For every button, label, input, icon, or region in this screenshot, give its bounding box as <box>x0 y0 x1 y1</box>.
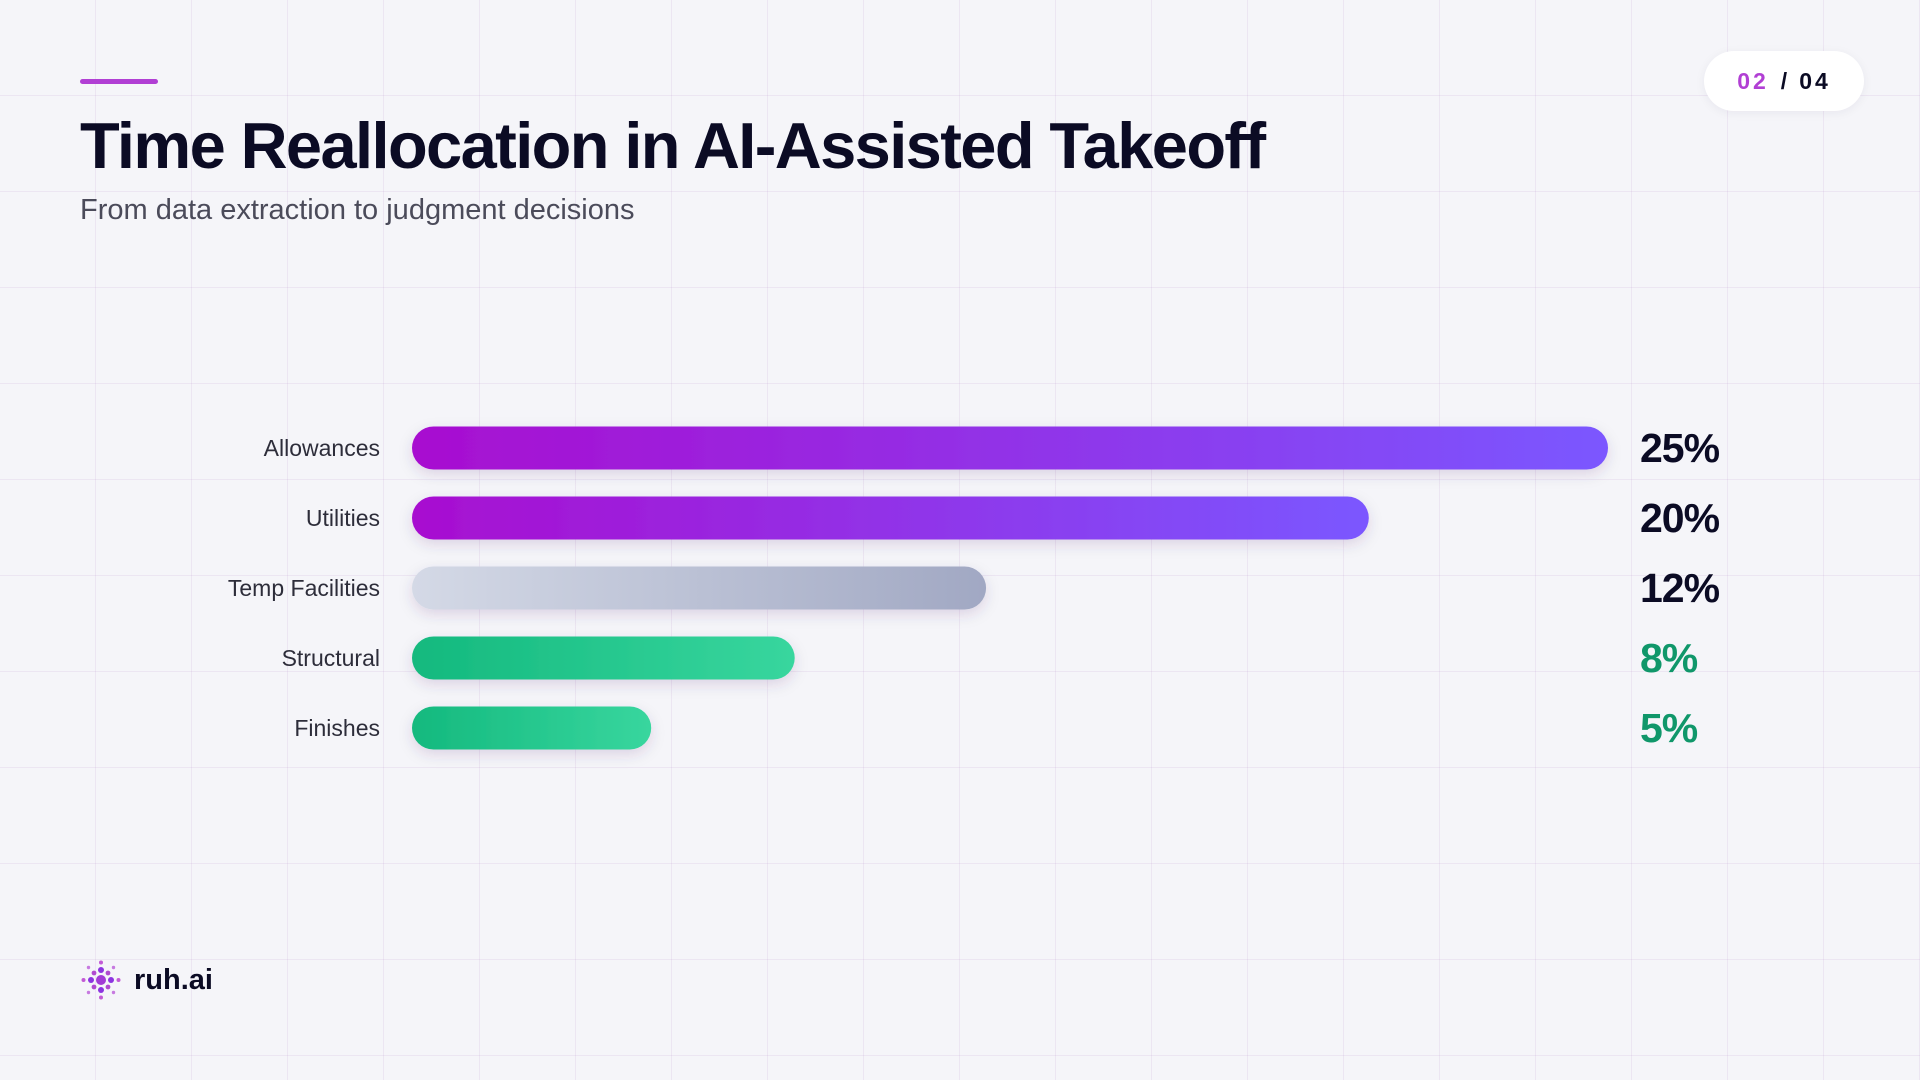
category-label: Structural <box>282 645 380 671</box>
category-label: Temp Facilities <box>228 575 380 601</box>
total-pages-number: 04 <box>1799 67 1831 94</box>
page-title: Time Reallocation in AI-Assisted Takeoff <box>80 109 1266 182</box>
bar <box>412 566 987 610</box>
bar <box>412 426 1608 470</box>
value-label: 25% <box>1640 425 1720 471</box>
value-label: 20% <box>1640 495 1720 541</box>
category-label: Finishes <box>294 715 380 741</box>
value-label: 12% <box>1640 565 1720 611</box>
page-counter: 02 / 04 <box>1704 51 1864 111</box>
bar <box>412 496 1369 540</box>
page-separator: / <box>1780 67 1788 94</box>
bar <box>412 636 795 680</box>
brand-name: ruh.ai <box>134 964 213 996</box>
dotted-flower-logo-icon <box>81 960 121 1000</box>
category-label: Allowances <box>264 435 380 461</box>
value-label: 8% <box>1640 635 1698 681</box>
value-label: 5% <box>1640 705 1698 751</box>
brand-footer: ruh.ai <box>80 959 213 1001</box>
title-accent-line <box>80 79 158 84</box>
current-page-number: 02 <box>1737 67 1769 94</box>
page-subtitle: From data extraction to judgment decisio… <box>80 194 635 226</box>
bar <box>412 706 652 750</box>
chart-bars-group: Allowances 25% Utilities 20% Temp Facilities… <box>228 425 1721 751</box>
category-label: Utilities <box>306 505 380 531</box>
